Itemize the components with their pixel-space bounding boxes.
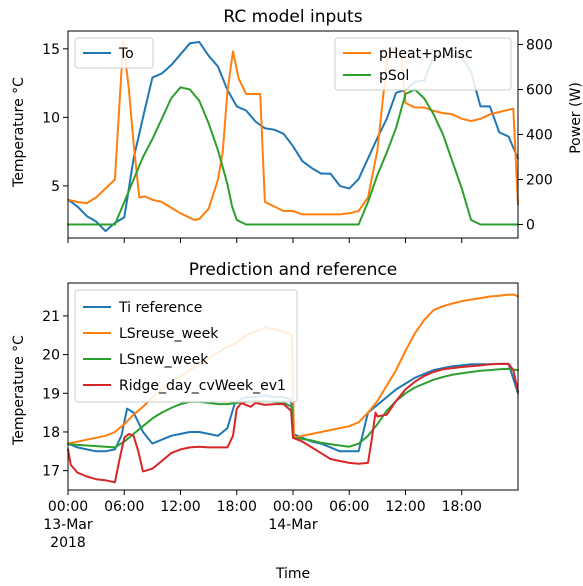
series-line-psol <box>67 86 519 226</box>
x-tick-label: 00:00 <box>48 499 88 515</box>
legend-box <box>74 37 154 69</box>
legend-label-pheat-pmisc: pHeat+pMisc <box>379 46 473 62</box>
prediction-panel-title: Prediction and reference <box>189 260 397 280</box>
left-y-tick-label: 15 <box>42 42 60 58</box>
legend-label-lsnew-week: LSnew_week <box>119 352 209 368</box>
legend-label-ti-reference: Ti reference <box>118 300 202 316</box>
x-tick-label: 06:00 <box>104 499 144 515</box>
right-y-tick-label: 200 <box>526 173 553 189</box>
x-tick-label: 00:00 <box>273 499 313 515</box>
x-tick-label: 18:00 <box>442 499 482 515</box>
inputs-panel-title: RC model inputs <box>223 7 362 27</box>
right-y-tick-label: 0 <box>526 218 535 234</box>
right-y-tick-label: 800 <box>526 38 553 54</box>
inputs-left-axis-label: Temperature °C <box>11 77 27 188</box>
legend-box <box>74 289 298 403</box>
x-tick-label: 2018 <box>50 535 86 551</box>
prediction-legend: Ti reference LSreuse_week LSnew_week Ridge_… <box>74 289 298 403</box>
y-tick-label: 17 <box>42 464 60 480</box>
prediction-axis-label: Temperature °C <box>11 335 27 446</box>
left-y-tick-label: 5 <box>51 179 60 195</box>
left-y-tick-label: 10 <box>42 110 60 126</box>
inputs-legend-left: To <box>74 37 154 69</box>
legend-box <box>334 37 512 91</box>
y-tick-label: 21 <box>42 309 60 325</box>
y-tick-label: 18 <box>42 425 60 441</box>
right-y-tick-label: 600 <box>526 83 553 99</box>
inputs-panel: RC model inputs Temperature °C Power (W)… <box>11 7 583 243</box>
prediction-panel: Prediction and reference Temperature °C … <box>11 260 519 551</box>
x-axis-label: Time <box>275 566 310 582</box>
right-y-tick-label: 400 <box>526 128 553 144</box>
y-tick-label: 19 <box>42 386 60 402</box>
y-tick-label: 20 <box>42 348 60 364</box>
inputs-legend-right: pHeat+pMisc pSol <box>334 37 512 91</box>
legend-label-psol: pSol <box>379 68 409 84</box>
x-tick-label: 12:00 <box>160 499 200 515</box>
legend-label-ridge-day-cvweek-ev1: Ridge_day_cvWeek_ev1 <box>119 378 286 394</box>
x-tick-label: 13-Mar <box>43 517 93 533</box>
x-tick-label: 06:00 <box>329 499 369 515</box>
legend-label-lsreuse-week: LSreuse_week <box>119 326 219 342</box>
series-line-ridge-day-cvweek-ev1 <box>67 362 519 484</box>
series-line-lsnew-week <box>67 367 519 449</box>
x-tick-label: 14-Mar <box>268 517 318 533</box>
x-tick-label: 18:00 <box>217 499 257 515</box>
legend-label-to: To <box>118 46 134 62</box>
x-tick-label: 12:00 <box>385 499 425 515</box>
inputs-right-axis-label: Power (W) <box>568 82 583 154</box>
series-line-pheat-pmisc <box>67 40 519 221</box>
